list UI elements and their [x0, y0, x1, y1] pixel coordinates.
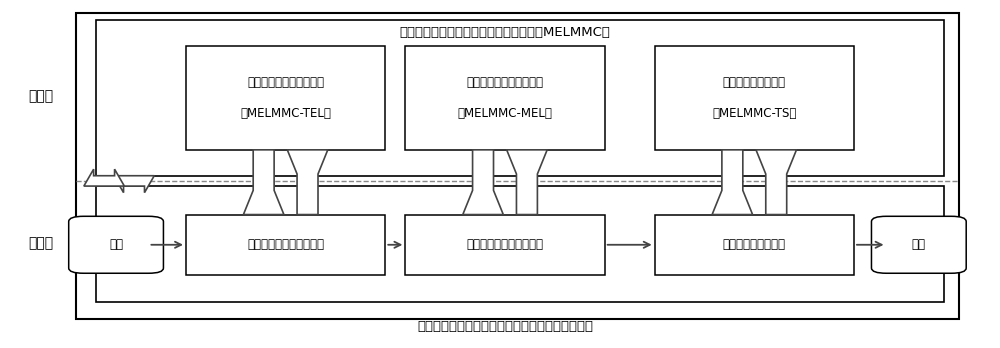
Text: （MELMMC-MEL）: （MELMMC-MEL）: [458, 107, 552, 120]
Bar: [186, 46, 385, 150]
Bar: [76, 14, 959, 319]
Bar: [186, 215, 385, 275]
Polygon shape: [243, 150, 284, 215]
Bar: [655, 46, 854, 150]
Bar: [96, 186, 944, 302]
Polygon shape: [84, 169, 124, 186]
FancyBboxPatch shape: [69, 216, 163, 273]
Polygon shape: [114, 176, 154, 193]
Text: 无线传感网多充电车路径规划与写作充电调度方法: 无线传感网多充电车路径规划与写作充电调度方法: [417, 320, 593, 333]
Text: 策略域: 策略域: [29, 236, 54, 250]
Polygon shape: [756, 150, 796, 215]
Bar: [405, 215, 605, 275]
Polygon shape: [287, 150, 328, 215]
Text: （MELMMC-TEL）: （MELMMC-TEL）: [240, 107, 331, 120]
Polygon shape: [463, 150, 503, 215]
Text: 移动能量损失最小化策略: 移动能量损失最小化策略: [466, 238, 543, 251]
Polygon shape: [712, 150, 753, 215]
Text: 传输能量损失最小化问题: 传输能量损失最小化问题: [247, 76, 324, 89]
Text: 多充电车充电调度能量损失最小化问题（MELMMC）: 多充电车充电调度能量损失最小化问题（MELMMC）: [400, 26, 610, 39]
FancyBboxPatch shape: [871, 216, 966, 273]
Text: 调度时间最小化问题: 调度时间最小化问题: [723, 76, 786, 89]
Text: 移动能量损失最小化问题: 移动能量损失最小化问题: [466, 76, 543, 89]
Text: 开始: 开始: [109, 238, 123, 251]
Polygon shape: [507, 150, 547, 215]
Bar: [655, 215, 854, 275]
Bar: [96, 21, 944, 176]
Text: 调度时间最小化策略: 调度时间最小化策略: [723, 238, 786, 251]
Text: 结束: 结束: [912, 238, 926, 251]
Bar: [405, 46, 605, 150]
Text: 传输能量损失最小化策略: 传输能量损失最小化策略: [247, 238, 324, 251]
Text: 问题域: 问题域: [29, 89, 54, 103]
Text: （MELMMC-TS）: （MELMMC-TS）: [712, 107, 796, 120]
